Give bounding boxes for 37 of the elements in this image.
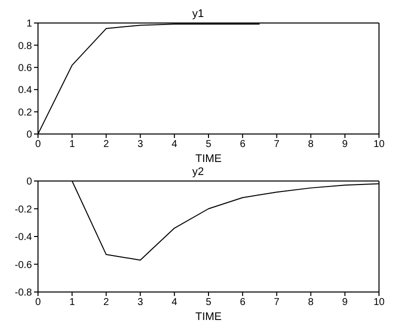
x-tick-label: 1: [69, 297, 76, 308]
chart-title: y2: [191, 166, 205, 178]
x-tick-label: 0: [35, 297, 42, 308]
x-tick-label: 3: [138, 297, 144, 308]
x-tick-label: 10: [373, 297, 385, 308]
x-tick-label: 6: [240, 139, 246, 150]
x-tick-label: 9: [342, 139, 348, 150]
y-tick-label: 0.6: [18, 62, 32, 74]
x-tick-label: 7: [274, 139, 280, 150]
chart-title: y1: [191, 8, 205, 20]
x-tick-label: 0: [35, 139, 42, 150]
y-tick-label: 0.2: [18, 107, 32, 118]
y-tick-label: -0.4: [14, 232, 32, 244]
x-tick-label: 4: [172, 139, 178, 150]
x-tick-label: 10: [373, 139, 385, 150]
x-tick-label: 6: [240, 297, 246, 308]
x-tick-label: 8: [308, 297, 314, 308]
x-axis-title: TIME: [195, 311, 222, 323]
y-tick-label: 0.8: [18, 40, 32, 52]
x-tick-label: 3: [138, 139, 144, 150]
y-tick-label: -0.8: [14, 288, 32, 299]
x-tick-label: 2: [103, 297, 110, 308]
y-tick-label: -0.2: [14, 204, 32, 216]
x-tick-label: 4: [172, 297, 178, 308]
x-tick-label: 5: [206, 297, 212, 308]
x-tick-label: 5: [206, 139, 212, 150]
x-tick-label: 7: [274, 297, 280, 308]
y-tick-label: -0.6: [14, 260, 32, 271]
y-tick-label: 0: [26, 130, 32, 141]
y-tick-label: 0: [26, 176, 32, 188]
x-tick-label: 9: [342, 297, 348, 308]
y-tick-label: 0.4: [18, 85, 32, 96]
y-tick-label: 1: [26, 18, 32, 30]
x-tick-label: 1: [69, 139, 76, 150]
x-tick-label: 2: [103, 139, 110, 150]
x-tick-label: 8: [308, 139, 314, 150]
x-axis-title: TIME: [195, 153, 222, 165]
